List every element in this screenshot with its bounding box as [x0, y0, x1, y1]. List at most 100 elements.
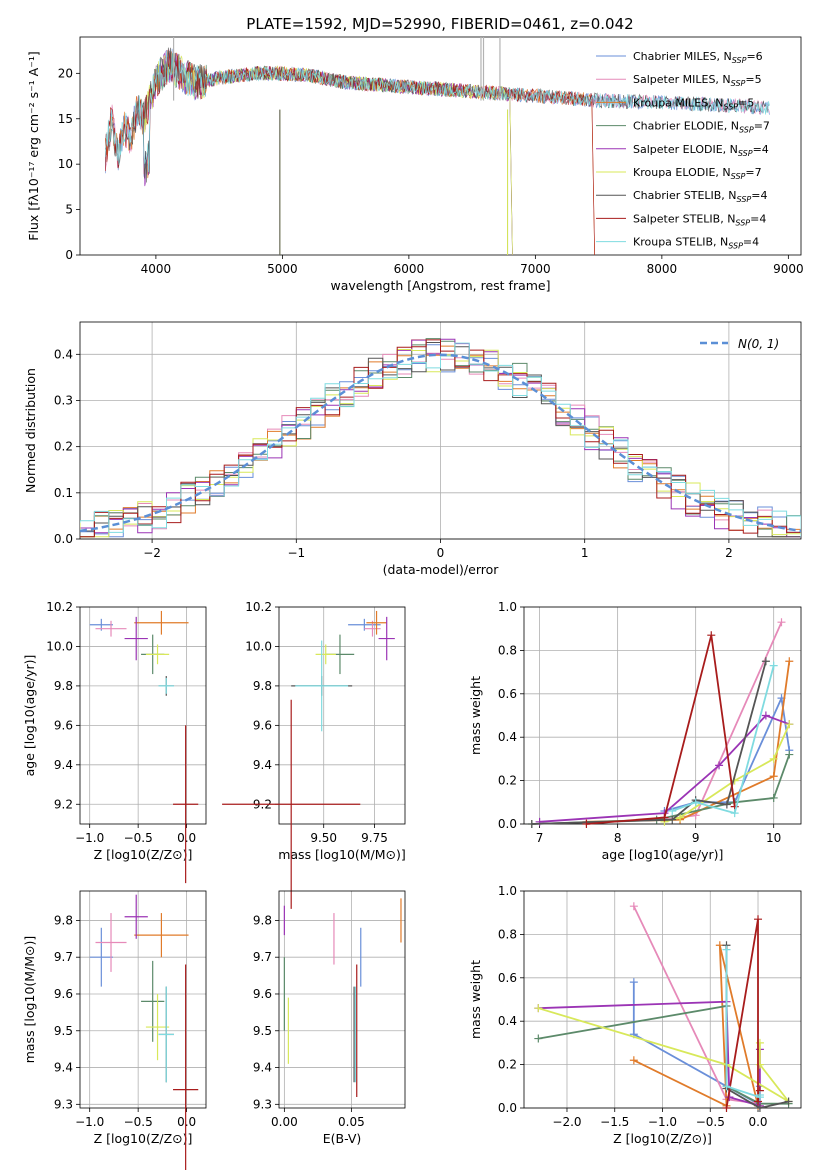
weight-vs-age-marker	[785, 750, 794, 759]
mass-vs-z-ytick-label: 9.6	[54, 987, 73, 1001]
residual-histogram-ytick-label: 0.0	[54, 532, 73, 546]
weight-vs-age-ylabel: mass weight	[468, 676, 483, 755]
age-vs-z-points	[89, 610, 199, 884]
weight-vs-age-xtick-label: 9	[692, 831, 700, 845]
weight-vs-age-marker	[769, 772, 778, 781]
weight-vs-age-line-4	[539, 714, 790, 823]
weight-vs-z-ytick-label: 0.0	[498, 1101, 517, 1115]
age-vs-mass-points	[222, 610, 395, 909]
weight-vs-z-marker	[722, 1104, 731, 1112]
age-vs-mass-frame	[278, 606, 406, 825]
weight-vs-age-marker	[785, 657, 794, 666]
mass-vs-ebv-ytick-label: 9.6	[253, 987, 272, 1001]
residual-histogram-ytick-label: 0.1	[54, 486, 73, 500]
residual-histogram-xtick-label: 0	[437, 546, 445, 560]
weight-vs-age-marker	[761, 657, 770, 666]
weight-vs-z-line-3	[538, 1004, 789, 1105]
legend-value: =4	[743, 236, 759, 249]
weight-vs-z-line-7	[725, 919, 761, 1109]
spectrum-ytick-label: 15	[58, 112, 73, 126]
age-vs-z-ytick-label: 9.6	[54, 718, 73, 732]
weight-vs-age-series	[527, 618, 794, 828]
mass-vs-ebv-axes: 0.00 0.05 9.3 9.4 9.5 9.6 9.7 9.8 E(B-V)	[253, 890, 406, 1146]
spectrum-legend-label: Chabrier STELIB, NSSP=4	[633, 189, 767, 204]
spectrum-xtick-label: 9000	[773, 262, 804, 276]
spectrum-legend-label: Kroupa ELODIE, NSSP=7	[633, 166, 762, 181]
age-vs-mass-xlabel: mass [log10(M/M⊙)]	[278, 847, 406, 862]
weight-vs-z-xlabel: Z [log10(Z/Z⊙)]	[613, 1131, 712, 1146]
weight-vs-z-xtick-label: 0.0	[748, 1115, 767, 1129]
mass-vs-ebv-ytick-label: 9.4	[253, 1061, 272, 1075]
mass-vs-ebv-ytick-label: 9.5	[253, 1024, 272, 1038]
spectrum-ytick-label: 20	[58, 66, 73, 80]
spectrum-legend-label: Chabrier ELODIE, NSSP=7	[633, 120, 770, 135]
weight-vs-z-frame	[523, 890, 802, 1109]
weight-vs-z-marker	[722, 945, 731, 954]
legend-subscript: SSP	[737, 195, 752, 204]
weight-vs-age-marker	[527, 820, 536, 828]
residual-histogram-xtick-label: 1	[581, 546, 589, 560]
weight-vs-age-line-7	[586, 634, 736, 825]
weight-vs-z-ylabel: mass weight	[468, 960, 483, 1039]
weight-vs-age-marker	[668, 806, 677, 815]
spectrum-legend-label: Kroupa MILES, NSSP=5	[633, 96, 754, 111]
weight-vs-z-marker	[722, 1082, 731, 1091]
mass-vs-ebv-ytick-label: 9.7	[253, 950, 272, 964]
age-vs-mass-ytick-label: 10.0	[245, 639, 272, 653]
age-vs-z-ytick-label: 10.0	[46, 639, 73, 653]
mass-vs-ebv-ytick-label: 9.8	[253, 913, 272, 927]
spectrum-frame	[79, 36, 802, 256]
spectrum-lines	[105, 37, 770, 255]
weight-vs-age-xtick-label: 10	[766, 831, 781, 845]
legend-subscript: SSP	[732, 56, 747, 65]
mass-vs-z-axes: −1.0 −0.5 0.0 9.3 9.4 9.5 9.6 9.7 9.8 Z [log10(Z/…	[22, 890, 207, 1146]
mass-vs-ebv-xtick-label: 0.05	[338, 1115, 365, 1129]
histogram-series-7	[80, 339, 801, 538]
age-vs-z-xtick-label: 0.0	[177, 831, 196, 845]
weight-vs-age-marker	[730, 809, 739, 818]
weight-vs-age-marker	[777, 618, 786, 627]
legend-value: =5	[745, 73, 761, 86]
weight-vs-z-ytick-label: 0.2	[498, 1058, 517, 1072]
legend-subscript: SSP	[731, 79, 746, 88]
figure-title: PLATE=1592, MJD=52990, FIBERID=0461, z=0…	[246, 15, 633, 33]
spectrum-legend-label: Chabrier MILES, NSSP=6	[633, 50, 763, 65]
histogram-legend: N(0, 1)	[700, 337, 779, 351]
spectrum-ylabel: Flux [fλ10⁻¹⁷ erg cm⁻² s⁻¹ A⁻¹]	[26, 51, 41, 240]
weight-vs-age-marker	[660, 813, 669, 822]
mass-vs-z-ylabel: mass [log10(M/M⊙)]	[22, 936, 37, 1064]
weight-vs-age-marker	[676, 813, 685, 822]
weight-vs-age-marker	[761, 711, 770, 720]
residual-histogram-ytick-label: 0.3	[54, 393, 73, 407]
weight-vs-age-marker	[707, 631, 716, 640]
histogram-legend-label: N(0, 1)	[738, 337, 779, 351]
weight-vs-z-marker	[534, 1004, 543, 1013]
mass-vs-ebv-xlabel: E(B-V)	[323, 1131, 362, 1146]
residual-histogram-xtick-label: 2	[725, 546, 733, 560]
legend-value: =7	[745, 166, 761, 179]
mass-vs-z-points	[89, 894, 199, 1174]
spectrum-xtick-label: 8000	[647, 262, 678, 276]
spectrum-series-8	[105, 50, 770, 173]
mass-vs-z-ytick-label: 9.7	[54, 950, 73, 964]
age-vs-z-xtick-label: −1.0	[75, 831, 104, 845]
legend-subscript: SSP	[723, 102, 738, 111]
mass-vs-z-xtick-label: 0.0	[177, 1115, 196, 1129]
weight-vs-z-xtick-label: −0.5	[696, 1115, 725, 1129]
spectrum-legend-label: Salpeter MILES, NSSP=5	[633, 73, 762, 88]
weight-vs-age-frame	[523, 606, 802, 825]
legend-value: =6	[746, 50, 762, 63]
weight-vs-age-ytick-label: 0.6	[498, 687, 517, 701]
mass-vs-z-ytick-label: 9.8	[54, 913, 73, 927]
age-vs-z-ylabel: age [log10(age/yr)]	[22, 655, 37, 777]
spectrum-ytick-label: 10	[58, 157, 73, 171]
age-vs-z-xlabel: Z [log10(Z/Z⊙)]	[94, 847, 193, 862]
mass-vs-z-ytick-label: 9.5	[54, 1024, 73, 1038]
mass-vs-z-xtick-label: −0.5	[124, 1115, 153, 1129]
legend-subscript: SSP	[739, 126, 754, 135]
residual-histogram-xtick-label: −1	[287, 546, 305, 560]
residual-histogram-ylabel: Normed distribution	[23, 368, 38, 493]
weight-vs-age-marker	[582, 820, 591, 828]
weight-vs-age-marker	[722, 800, 731, 809]
